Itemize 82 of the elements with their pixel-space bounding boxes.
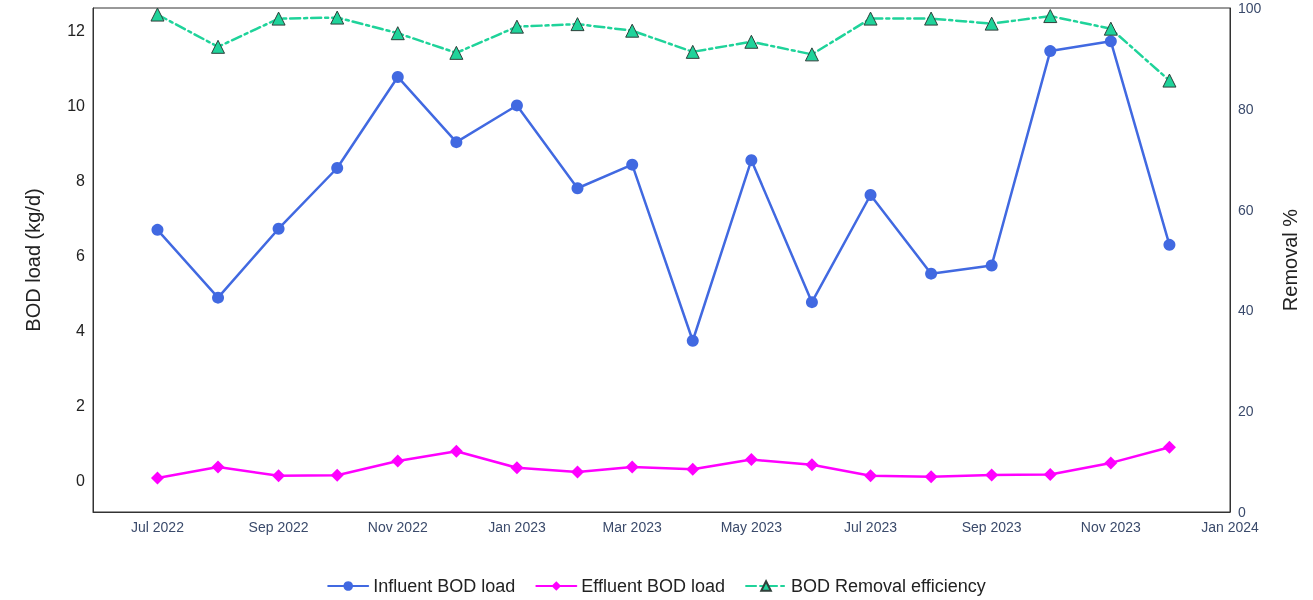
point	[625, 460, 639, 474]
point	[744, 453, 758, 467]
point	[509, 19, 524, 34]
point	[1162, 73, 1177, 88]
point	[449, 45, 464, 60]
y2-tick-label: 0	[1238, 504, 1246, 520]
x-tick-label: May 2023	[720, 519, 783, 535]
point	[1163, 238, 1176, 251]
point	[686, 462, 700, 476]
y-tick-label: 0	[76, 471, 86, 489]
point	[985, 259, 998, 272]
legend-label: Influent BOD load	[373, 576, 516, 596]
x-tick-label: Jul 2023	[844, 519, 898, 535]
point	[450, 136, 463, 149]
y-tick-label: 4	[76, 321, 86, 339]
point	[1044, 45, 1057, 58]
point	[1043, 9, 1058, 24]
point	[271, 11, 286, 26]
x-tick-label: Jan 2023	[488, 519, 546, 535]
point	[864, 188, 877, 201]
x-tick-label: Jul 2022	[131, 519, 185, 535]
point	[925, 267, 938, 280]
point	[984, 16, 999, 31]
point	[570, 17, 585, 32]
y-tick-label: 6	[76, 246, 86, 264]
y-tick-label: 10	[67, 96, 86, 114]
point	[272, 222, 285, 235]
point	[686, 334, 699, 347]
point	[212, 291, 225, 304]
y2-tick-label: 60	[1238, 201, 1254, 218]
point	[625, 23, 640, 38]
point	[150, 7, 165, 22]
point	[331, 162, 344, 174]
y2-axis-title: Removal %	[1279, 208, 1301, 312]
x-tick-label: Jan 2024	[1201, 519, 1260, 535]
y2-tick-label: 40	[1238, 302, 1254, 319]
point	[330, 10, 345, 25]
x-tick-label: Nov 2023	[1080, 519, 1142, 535]
point	[510, 461, 524, 475]
point	[863, 11, 878, 26]
point	[449, 444, 463, 458]
point	[924, 11, 939, 26]
point	[272, 469, 286, 483]
y-axis-title: BOD load (kg/d)	[22, 188, 44, 332]
y2-tick-label: 20	[1238, 403, 1254, 420]
point	[626, 158, 639, 171]
point	[391, 70, 404, 83]
point	[570, 465, 584, 479]
x-tick-label: Sep 2023	[961, 519, 1022, 535]
point	[510, 99, 523, 112]
point	[390, 26, 405, 41]
x-tick-label: Sep 2022	[248, 519, 309, 535]
y2-tick-label: 80	[1238, 100, 1254, 117]
point	[151, 223, 164, 236]
legend-label: Effluent BOD load	[581, 576, 726, 596]
point	[391, 454, 405, 468]
y-tick-label: 8	[76, 171, 86, 189]
point	[1104, 456, 1118, 470]
point	[805, 458, 819, 472]
point	[150, 471, 164, 485]
x-tick-label: Mar 2023	[602, 519, 662, 535]
point	[211, 39, 226, 54]
point	[744, 34, 759, 49]
point	[924, 470, 938, 484]
point	[1103, 21, 1118, 36]
point	[1043, 468, 1057, 482]
x-tick-label: Nov 2022	[367, 519, 428, 535]
point	[330, 468, 344, 482]
point	[985, 468, 999, 482]
point	[745, 154, 758, 167]
point	[1162, 440, 1176, 454]
point	[804, 47, 819, 62]
point	[571, 182, 584, 195]
point	[1104, 35, 1117, 48]
y-tick-label: 12	[67, 21, 86, 39]
y2-tick-label: 100	[1238, 0, 1262, 16]
point	[211, 460, 225, 474]
point	[805, 296, 818, 309]
legend-label: BOD Removal efficiency	[791, 576, 986, 596]
point	[685, 44, 700, 59]
y-tick-label: 2	[76, 396, 86, 414]
point	[864, 469, 878, 483]
